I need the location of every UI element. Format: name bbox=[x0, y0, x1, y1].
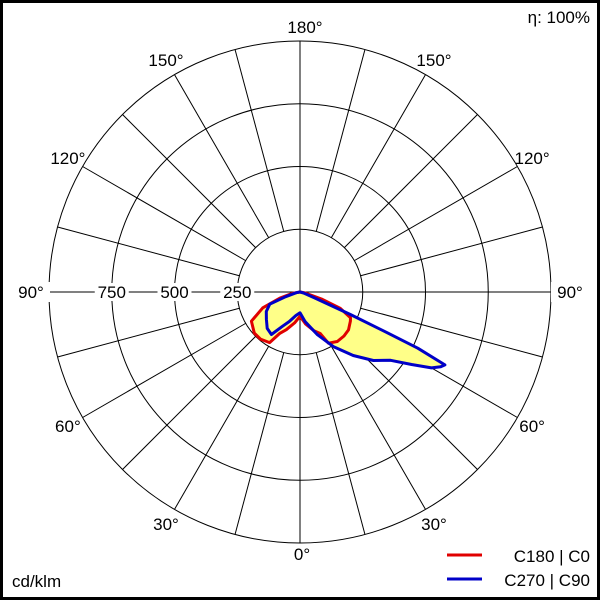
radial-gridline bbox=[57, 307, 240, 358]
angle-label-left: 90° bbox=[18, 283, 44, 302]
radial-tick-label: 750 bbox=[98, 283, 126, 302]
radial-gridline bbox=[354, 166, 518, 262]
radial-gridline bbox=[360, 226, 543, 277]
legend: C180 | C0 C270 | C90 bbox=[447, 547, 590, 590]
angle-label-right: 30° bbox=[421, 515, 447, 534]
tick-label-bg bbox=[94, 283, 129, 301]
axis-labels: 250 500 750 0° 30° 60° 90° 120° 150° 180° 30° 60° 90… bbox=[12, 18, 591, 564]
angle-label-left: 150° bbox=[148, 51, 183, 70]
radial-gridline bbox=[330, 346, 426, 510]
radial-gridline bbox=[315, 49, 366, 232]
radial-gridline bbox=[344, 114, 478, 248]
angle-label-right: 90° bbox=[557, 283, 583, 302]
radial-tick-label: 500 bbox=[160, 283, 188, 302]
angle-label-left: 0° bbox=[294, 545, 310, 564]
radial-gridline bbox=[174, 74, 270, 238]
radial-tick-label: 250 bbox=[223, 283, 251, 302]
angle-label-left: 120° bbox=[50, 149, 85, 168]
angle-label-right: 120° bbox=[515, 149, 550, 168]
radial-gridline bbox=[122, 114, 256, 248]
curves bbox=[249, 290, 447, 370]
tick-label-bg bbox=[220, 283, 255, 301]
curve-fill-1 bbox=[266, 292, 445, 368]
radial-gridline bbox=[234, 352, 285, 535]
angle-label-right: 150° bbox=[416, 51, 451, 70]
radial-gridline bbox=[234, 49, 285, 232]
radial-gridline bbox=[122, 336, 256, 470]
radial-gridline bbox=[82, 322, 246, 418]
radial-gridline bbox=[315, 352, 366, 535]
angle-label-left: 60° bbox=[55, 417, 81, 436]
tick-label-bg bbox=[157, 283, 192, 301]
efficiency-label: η: 100% bbox=[528, 8, 590, 27]
angle-label-left: 180° bbox=[287, 18, 322, 37]
grid bbox=[48, 40, 552, 544]
angle-label-left: 30° bbox=[153, 515, 179, 534]
unit-label: cd/klm bbox=[12, 572, 61, 591]
curve-c270-c90 bbox=[264, 290, 447, 370]
angle-label-right: 60° bbox=[519, 417, 545, 436]
radial-gridline bbox=[82, 166, 246, 262]
radial-gridline bbox=[174, 346, 270, 510]
legend-label-c180-c0: C180 | C0 bbox=[514, 547, 590, 566]
radial-gridline bbox=[360, 307, 543, 358]
radial-gridline bbox=[57, 226, 240, 277]
angle-label-bg bbox=[551, 282, 591, 302]
angle-label-bg bbox=[12, 282, 50, 302]
radial-gridline bbox=[330, 74, 426, 238]
legend-label-c270-c90: C270 | C90 bbox=[504, 571, 590, 590]
